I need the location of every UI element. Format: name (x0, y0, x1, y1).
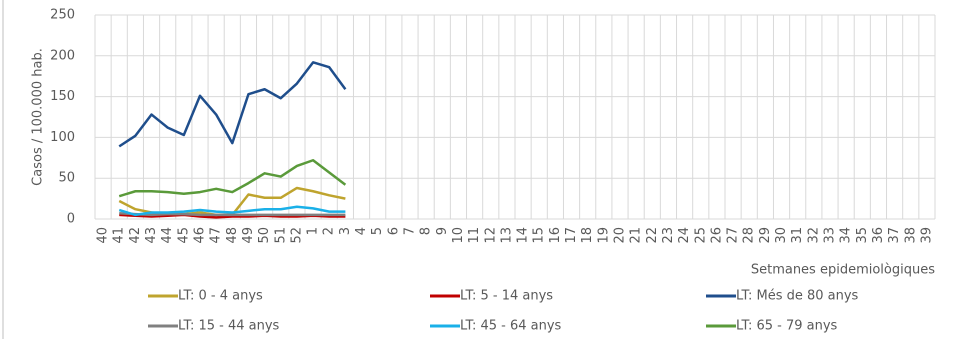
x-tick-label: 32 (806, 227, 821, 244)
x-tick-label: 52 (289, 227, 304, 244)
x-tick-label: 47 (209, 227, 224, 244)
y-tick-label: 200 (50, 48, 75, 63)
x-tick-label: 42 (128, 227, 143, 244)
x-tick-label: 37 (887, 227, 902, 244)
x-tick-label: 18 (580, 227, 595, 244)
x-tick-label: 28 (742, 227, 757, 244)
x-tick-label: 15 (532, 227, 547, 244)
x-tick-label: 49 (241, 227, 256, 244)
x-tick-label: 21 (629, 227, 644, 244)
x-tick-label: 14 (516, 227, 531, 244)
x-tick-label: 8 (419, 227, 434, 235)
x-tick-label: 6 (386, 227, 401, 235)
y-tick-label: 250 (50, 8, 75, 23)
x-tick-label: 26 (709, 227, 724, 244)
x-tick-label: 50 (257, 227, 272, 244)
x-tick-label: 7 (403, 227, 418, 235)
x-tick-label: 12 (483, 227, 498, 244)
x-tick-label: 35 (855, 227, 870, 244)
x-tick-label: 44 (160, 227, 175, 244)
x-tick-label: 40 (96, 227, 111, 244)
x-tick-label: 9 (435, 227, 450, 235)
legend-label: LT: 15 - 44 anys (178, 319, 280, 334)
legend-label: LT: 45 - 64 anys (460, 319, 562, 334)
x-tick-label: 20 (613, 227, 628, 244)
x-tick-label: 4 (354, 227, 369, 235)
x-tick-label: 45 (176, 227, 191, 244)
x-tick-label: 3 (338, 227, 353, 235)
x-tick-label: 38 (903, 227, 918, 244)
x-tick-label: 22 (645, 227, 660, 244)
x-tick-label: 5 (370, 227, 385, 235)
series-line (119, 212, 346, 217)
x-tick-label: 1 (306, 227, 321, 235)
y-tick-label: 0 (67, 212, 75, 227)
series-line (118, 205, 346, 217)
x-tick-label: 17 (564, 227, 579, 244)
x-tick-label: 48 (225, 227, 240, 244)
x-tick-label: 36 (871, 227, 886, 244)
x-tick-label: 31 (790, 227, 805, 244)
y-tick-label: 150 (50, 89, 75, 104)
x-tick-label: 25 (693, 227, 708, 244)
x-tick-label: 10 (451, 227, 466, 244)
x-tick-label: 11 (467, 227, 482, 244)
x-tick-label: 34 (839, 227, 854, 244)
x-tick-label: 13 (499, 227, 514, 244)
legend-label: LT: Més de 80 anys (736, 289, 859, 304)
x-tick-label: 51 (273, 227, 288, 244)
series-line (118, 158, 347, 198)
x-tick-label: 24 (677, 227, 692, 244)
x-tick-label: 43 (144, 227, 159, 244)
x-tick-label: 39 (919, 227, 934, 244)
y-tick-label: 50 (58, 171, 75, 186)
x-axis-title: Setmanes epidemiològiques (751, 263, 935, 278)
x-tick-label: 30 (774, 227, 789, 244)
x-tick-label: 27 (726, 227, 741, 244)
x-tick-label: 19 (596, 227, 611, 244)
x-tick-label: 16 (548, 227, 563, 244)
x-tick-label: 46 (193, 227, 208, 244)
y-tick-label: 100 (50, 130, 75, 145)
series-line (118, 61, 347, 148)
x-tick-label: 33 (823, 227, 838, 244)
legend-label: LT: 5 - 14 anys (460, 289, 553, 304)
legend-label: LT: 65 - 79 anys (736, 319, 838, 334)
x-tick-label: 41 (112, 227, 127, 244)
x-tick-label: 2 (322, 227, 337, 235)
y-axis-title: Casos / 100.000 hab. (31, 48, 46, 186)
x-tick-label: 23 (661, 227, 676, 244)
legend-label: LT: 0 - 4 anys (178, 289, 263, 304)
x-tick-label: 29 (758, 227, 773, 244)
